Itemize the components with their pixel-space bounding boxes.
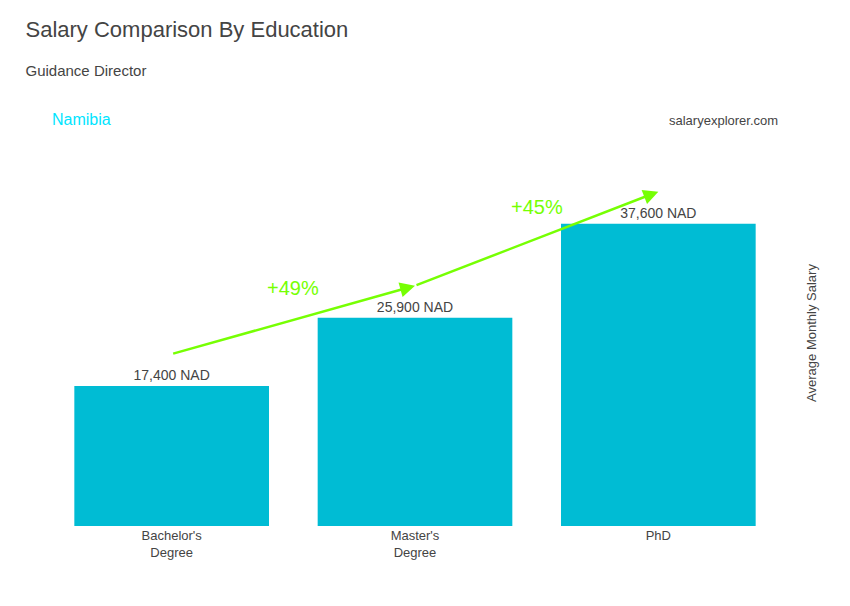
svg-text:Bachelor'sDegree: Bachelor'sDegree xyxy=(142,528,203,560)
svg-text:Namibia: Namibia xyxy=(52,111,111,128)
svg-text:salaryexplorer.com: salaryexplorer.com xyxy=(669,113,778,128)
svg-text:Master'sDegree: Master'sDegree xyxy=(391,528,440,560)
svg-text:25,900 NAD: 25,900 NAD xyxy=(377,299,453,315)
svg-text:Average Monthly Salary: Average Monthly Salary xyxy=(804,264,819,402)
svg-text:+49%: +49% xyxy=(267,277,319,299)
svg-text:+45%: +45% xyxy=(511,196,563,218)
svg-text:Guidance Director: Guidance Director xyxy=(26,62,147,79)
svg-text:37,600 NAD: 37,600 NAD xyxy=(620,205,696,221)
svg-text:17,400 NAD: 17,400 NAD xyxy=(134,367,210,383)
svg-text:PhD: PhD xyxy=(646,528,671,543)
svg-text:Salary Comparison By Education: Salary Comparison By Education xyxy=(26,17,349,42)
